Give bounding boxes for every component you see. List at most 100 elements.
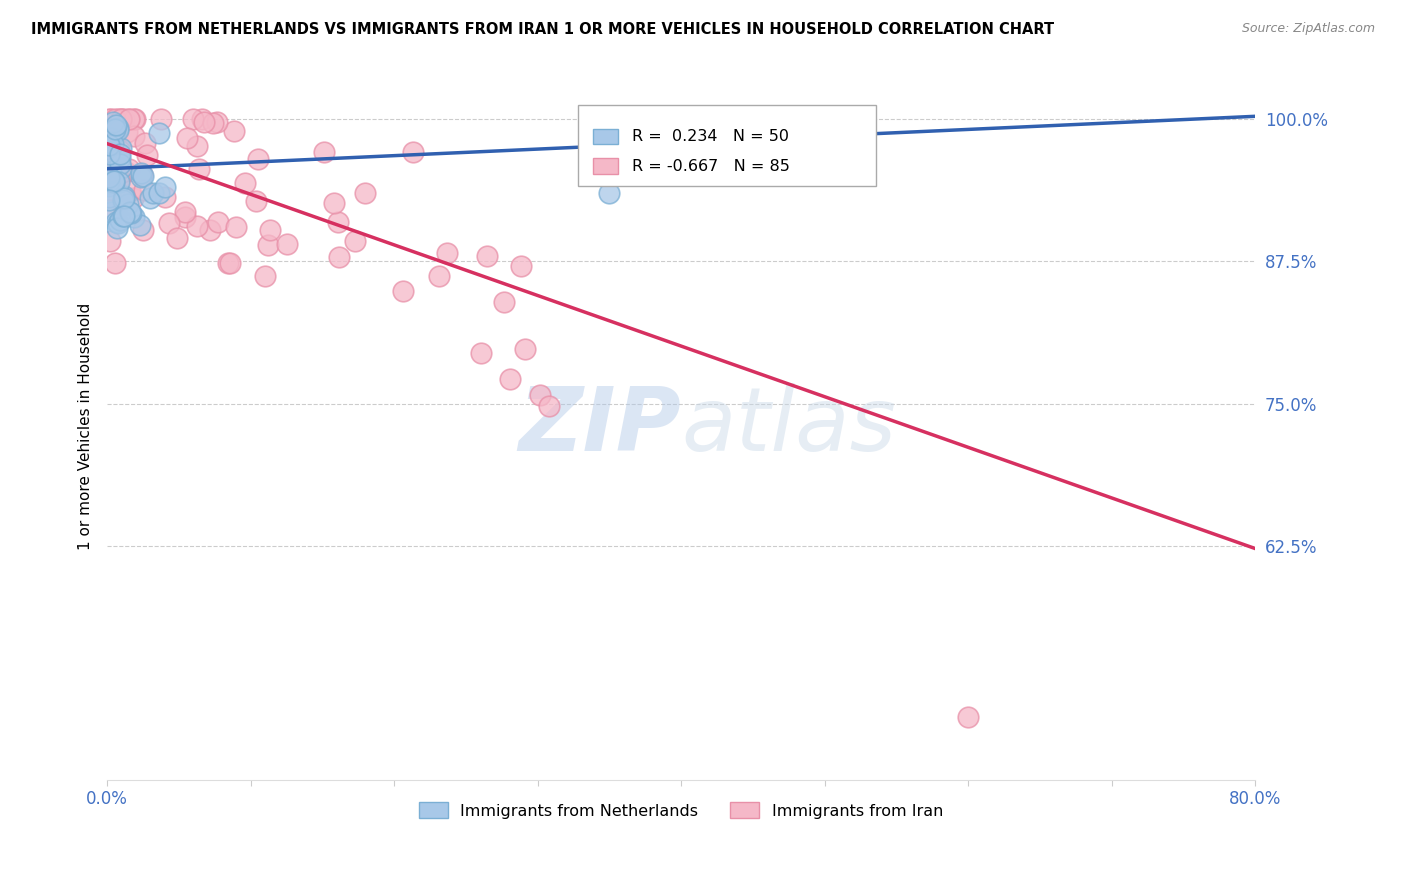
Point [100,165,122,179]
Point [110,157,132,171]
Point [328,215,350,229]
Point [392,284,415,298]
Point [436,245,458,260]
Point [104,148,127,162]
Point [198,223,221,237]
Point [166,231,188,245]
Point [174,211,197,225]
Point [98,234,121,248]
Point [97,170,120,185]
Point [537,399,560,413]
Point [105,175,128,189]
Point [104,256,127,270]
Point [118,112,141,126]
Point [354,186,377,200]
Point [117,125,139,139]
Point [124,112,146,126]
Point [100,157,122,171]
Point [323,195,346,210]
Point [134,136,156,150]
Text: ZIP: ZIP [519,383,681,470]
Point [105,215,128,229]
Point [97,189,120,203]
Point [97,190,120,204]
Point [104,122,127,136]
Point [108,213,131,227]
Point [174,205,197,219]
Point [470,346,492,360]
Point [205,115,228,129]
Point [136,148,159,162]
Point [598,186,620,200]
Point [207,215,229,229]
Point [107,216,129,230]
Point [112,197,135,211]
Point [129,166,152,180]
FancyBboxPatch shape [578,104,876,186]
Point [188,162,211,177]
Point [181,112,204,126]
Point [107,221,129,235]
Point [100,162,122,177]
Point [402,145,425,160]
Point [108,171,131,186]
Point [256,237,278,252]
Point [225,220,247,235]
Point [100,112,122,126]
Point [122,210,145,224]
Point [118,112,141,126]
Text: atlas: atlas [681,384,896,469]
Point [110,140,132,154]
Point [139,191,162,205]
Point [193,114,215,128]
Point [190,112,212,126]
Point [103,136,125,151]
Point [97,193,120,207]
Point [122,112,145,126]
Point [117,197,139,211]
Point [101,115,124,129]
Point [312,145,335,159]
Point [97,137,120,152]
Point [475,250,498,264]
Point [110,161,132,175]
Point [97,203,120,218]
Point [112,209,135,223]
Point [112,189,135,203]
Point [492,294,515,309]
Text: R =  0.234   N = 50: R = 0.234 N = 50 [631,129,789,144]
Point [103,175,125,189]
Point [128,218,150,232]
Point [529,387,551,401]
Point [107,120,129,135]
Point [111,193,134,207]
Point [132,223,155,237]
Point [100,204,122,219]
Point [509,259,531,273]
Point [219,256,242,270]
Point [259,223,281,237]
FancyBboxPatch shape [593,159,619,174]
Point [153,180,176,194]
Y-axis label: 1 or more Vehicles in Household: 1 or more Vehicles in Household [79,303,93,550]
Point [186,219,208,233]
Point [122,191,145,205]
Point [235,176,257,190]
Point [201,116,224,130]
Point [148,186,170,200]
Point [150,112,173,126]
Point [247,153,270,167]
Point [157,216,180,230]
Point [108,119,131,133]
Point [98,178,121,193]
Point [513,343,536,357]
Point [108,151,131,165]
Point [124,128,146,143]
Point [103,174,125,188]
Point [118,205,141,219]
Point [132,183,155,197]
Point [110,169,132,183]
Point [129,170,152,185]
Point [118,162,141,177]
Point [245,194,267,208]
